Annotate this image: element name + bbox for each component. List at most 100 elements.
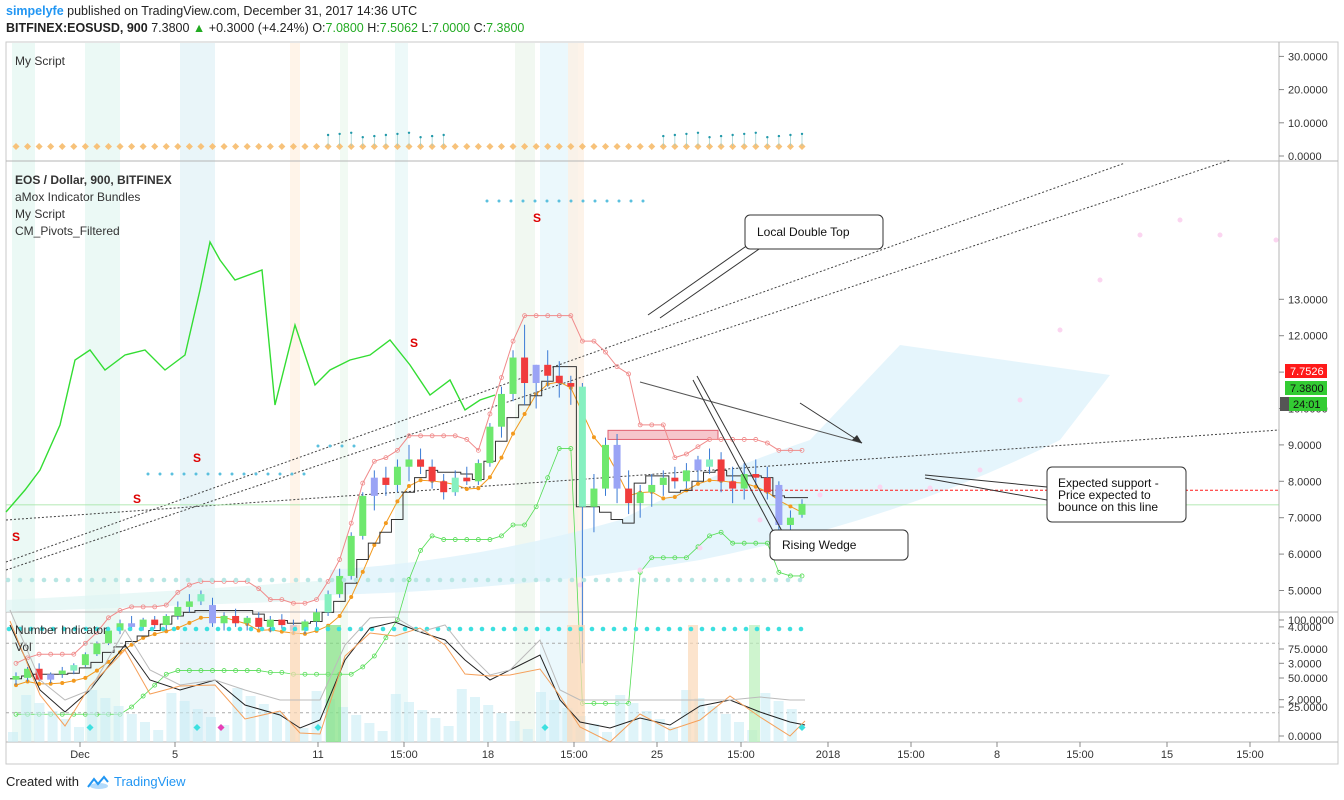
volume-bar [232, 688, 243, 742]
osc-top-dot [61, 626, 67, 632]
osc-tick-label: 0.0000 [1288, 731, 1322, 743]
volume-bar [681, 690, 692, 742]
osc-top-dot [314, 626, 320, 632]
support-dot [449, 577, 455, 583]
pivot-dot [206, 472, 210, 476]
pivot-dot [545, 199, 549, 203]
candle-body [613, 444, 621, 489]
signal-diamond [752, 142, 760, 151]
signal-diamond [613, 142, 621, 151]
support-dot [125, 577, 131, 583]
signal-dot [754, 131, 757, 134]
candle-body [636, 492, 644, 504]
pivot-dot [593, 199, 597, 203]
support-dot [425, 577, 431, 583]
candle-body [382, 477, 390, 485]
lower-band-dot [210, 668, 215, 673]
signal-diamond [393, 142, 401, 151]
osc-top-dot [160, 626, 166, 632]
callout-rising-wedge[interactable]: Rising Wedge [692, 375, 909, 561]
upper-band-dot [163, 602, 169, 608]
osc-top-dot [457, 626, 463, 632]
candle-body [393, 466, 401, 485]
candle-body [706, 459, 714, 467]
osc-top-dot [589, 626, 595, 632]
signal-diamond [567, 142, 575, 151]
pivot-dot [218, 472, 222, 476]
candle-body [740, 474, 748, 489]
pivot-dot [146, 472, 150, 476]
osc-signal-diamond [314, 723, 322, 732]
volume-bar [245, 696, 256, 742]
upper-band-dot [441, 433, 447, 439]
signal-diamond [185, 142, 193, 151]
lower-band-dot [741, 540, 747, 546]
upper-band-dot [788, 447, 793, 453]
pivot-dot [302, 472, 306, 476]
upper-band-dot [82, 640, 88, 646]
upper-band-dot [106, 615, 111, 621]
author-link[interactable]: simpelyfe [6, 4, 64, 18]
countdown-marker [1280, 397, 1290, 411]
lower-band-dot [418, 548, 423, 553]
volume-bar [443, 726, 454, 742]
pivot-dot [254, 472, 258, 476]
lower-band-dot [545, 475, 551, 481]
signal-diamond [555, 142, 563, 151]
signal-dot [350, 131, 353, 134]
signal-dot [719, 134, 723, 138]
step-line [10, 366, 808, 680]
support-dot [53, 577, 59, 583]
signal-diamond [740, 142, 748, 151]
support-dot [761, 577, 767, 583]
background-band [180, 43, 215, 741]
chart-canvas[interactable]: S S S S S 30.0000 20.0000 10.0000 0.0000 13.0000… [0, 0, 1344, 770]
signal-dot [442, 133, 445, 137]
candle-body [209, 605, 216, 624]
osc-top-dot [534, 626, 540, 632]
upper-band-dot [314, 597, 319, 602]
lower-band-dot [348, 671, 354, 677]
price-tick-label: 12.0000 [1288, 331, 1328, 343]
callout-double-top[interactable]: Local Double Top [647, 214, 884, 319]
upper-band-dot [510, 338, 516, 344]
signal-diamond [104, 142, 113, 151]
upper-band-dot [695, 444, 701, 450]
upper-band-dot [522, 313, 527, 319]
signal-diamond [636, 142, 644, 151]
upper-band-dot [637, 422, 643, 428]
upper-band-dot [556, 313, 562, 319]
callout-box [744, 214, 884, 250]
tradingview-link[interactable]: TradingView [87, 774, 186, 789]
signal-diamond [601, 142, 610, 151]
candle-body [220, 615, 228, 624]
lower-band-dot [684, 555, 689, 561]
volume-bar [311, 691, 322, 742]
callout-box [769, 529, 909, 561]
lower-band-dot [198, 668, 204, 673]
volume-bar [734, 722, 744, 742]
signal-diamond [70, 142, 78, 151]
my-script-pane [12, 131, 806, 151]
signal-diamond [220, 142, 228, 151]
candle-body [509, 357, 517, 394]
osc-top-dot [666, 626, 672, 632]
upper-band-dot [186, 582, 192, 588]
osc-top-dot [336, 626, 342, 632]
callout-expected-support[interactable]: Expected support - Price expected to bou… [924, 466, 1187, 523]
osc-signal-diamond [217, 723, 225, 732]
support-dot [545, 577, 551, 583]
candle-body [602, 444, 609, 489]
candle-body [578, 386, 586, 507]
lower-band-dot [603, 700, 608, 706]
signal-dot [731, 133, 734, 137]
candle-body [428, 466, 436, 482]
support-dot [137, 577, 143, 583]
upper-band-dot [36, 651, 42, 657]
support-dot [509, 577, 515, 583]
upper-band-dot [175, 589, 181, 595]
candle-body [313, 612, 321, 622]
pivot-dot [617, 199, 621, 203]
candle-body [497, 393, 505, 427]
price-tick-label: 3.0000 [1288, 658, 1322, 670]
